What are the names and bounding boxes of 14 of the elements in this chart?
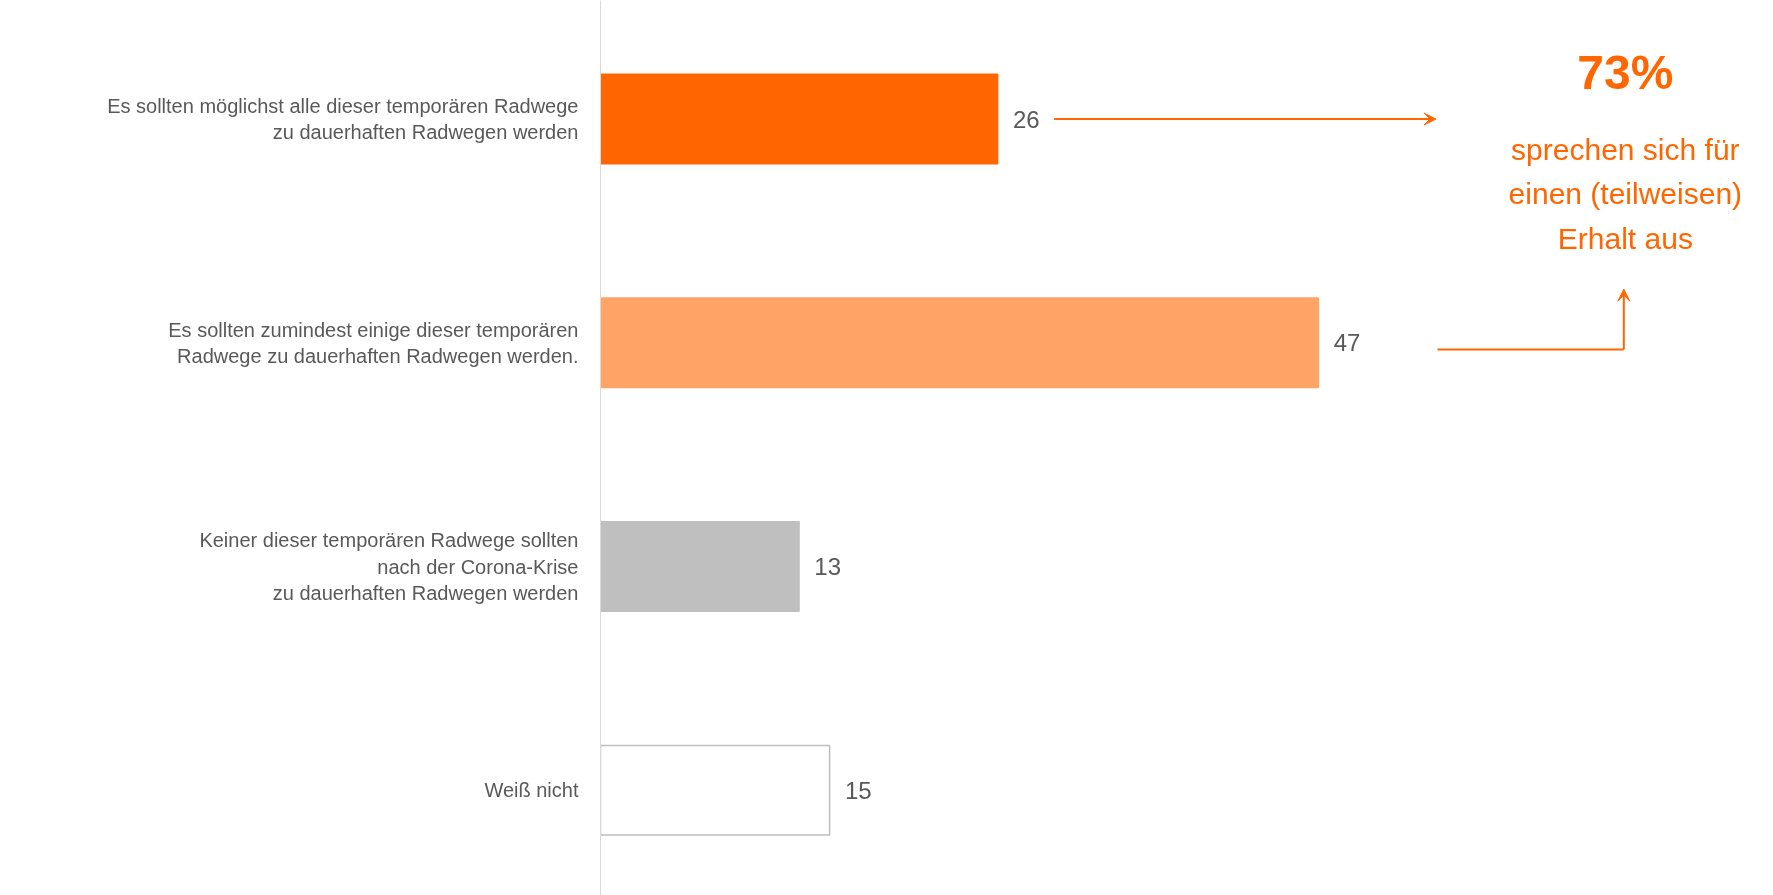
y-tick-label: Es sollten möglichst alle dieser temporären Radwege zu dauerhaften Radwegen werden (107, 94, 579, 144)
text: 73% (1577, 45, 1674, 99)
data-label: 47 (1333, 329, 1361, 357)
y-tick-label: Es sollten zumindest einige dieser temporären Radwege zu dauerhaften Radwegen werden. (168, 318, 579, 368)
data-label: 26 (1012, 105, 1040, 133)
text: sprechen sich für einen (teilweisen) Erhalt aus (1508, 132, 1743, 255)
bar (600, 521, 800, 613)
data-label: 13 (814, 553, 842, 581)
bar (600, 297, 1320, 389)
bar (600, 744, 831, 836)
bar (600, 73, 999, 165)
data-label: 15 (844, 776, 872, 804)
y-tick-label: Weiß nicht (484, 779, 579, 802)
y-tick-label: Keiner dieser temporären Radwege sollten nach der Corona-Krise zu dauerhaften Radwegen werden (199, 529, 579, 604)
